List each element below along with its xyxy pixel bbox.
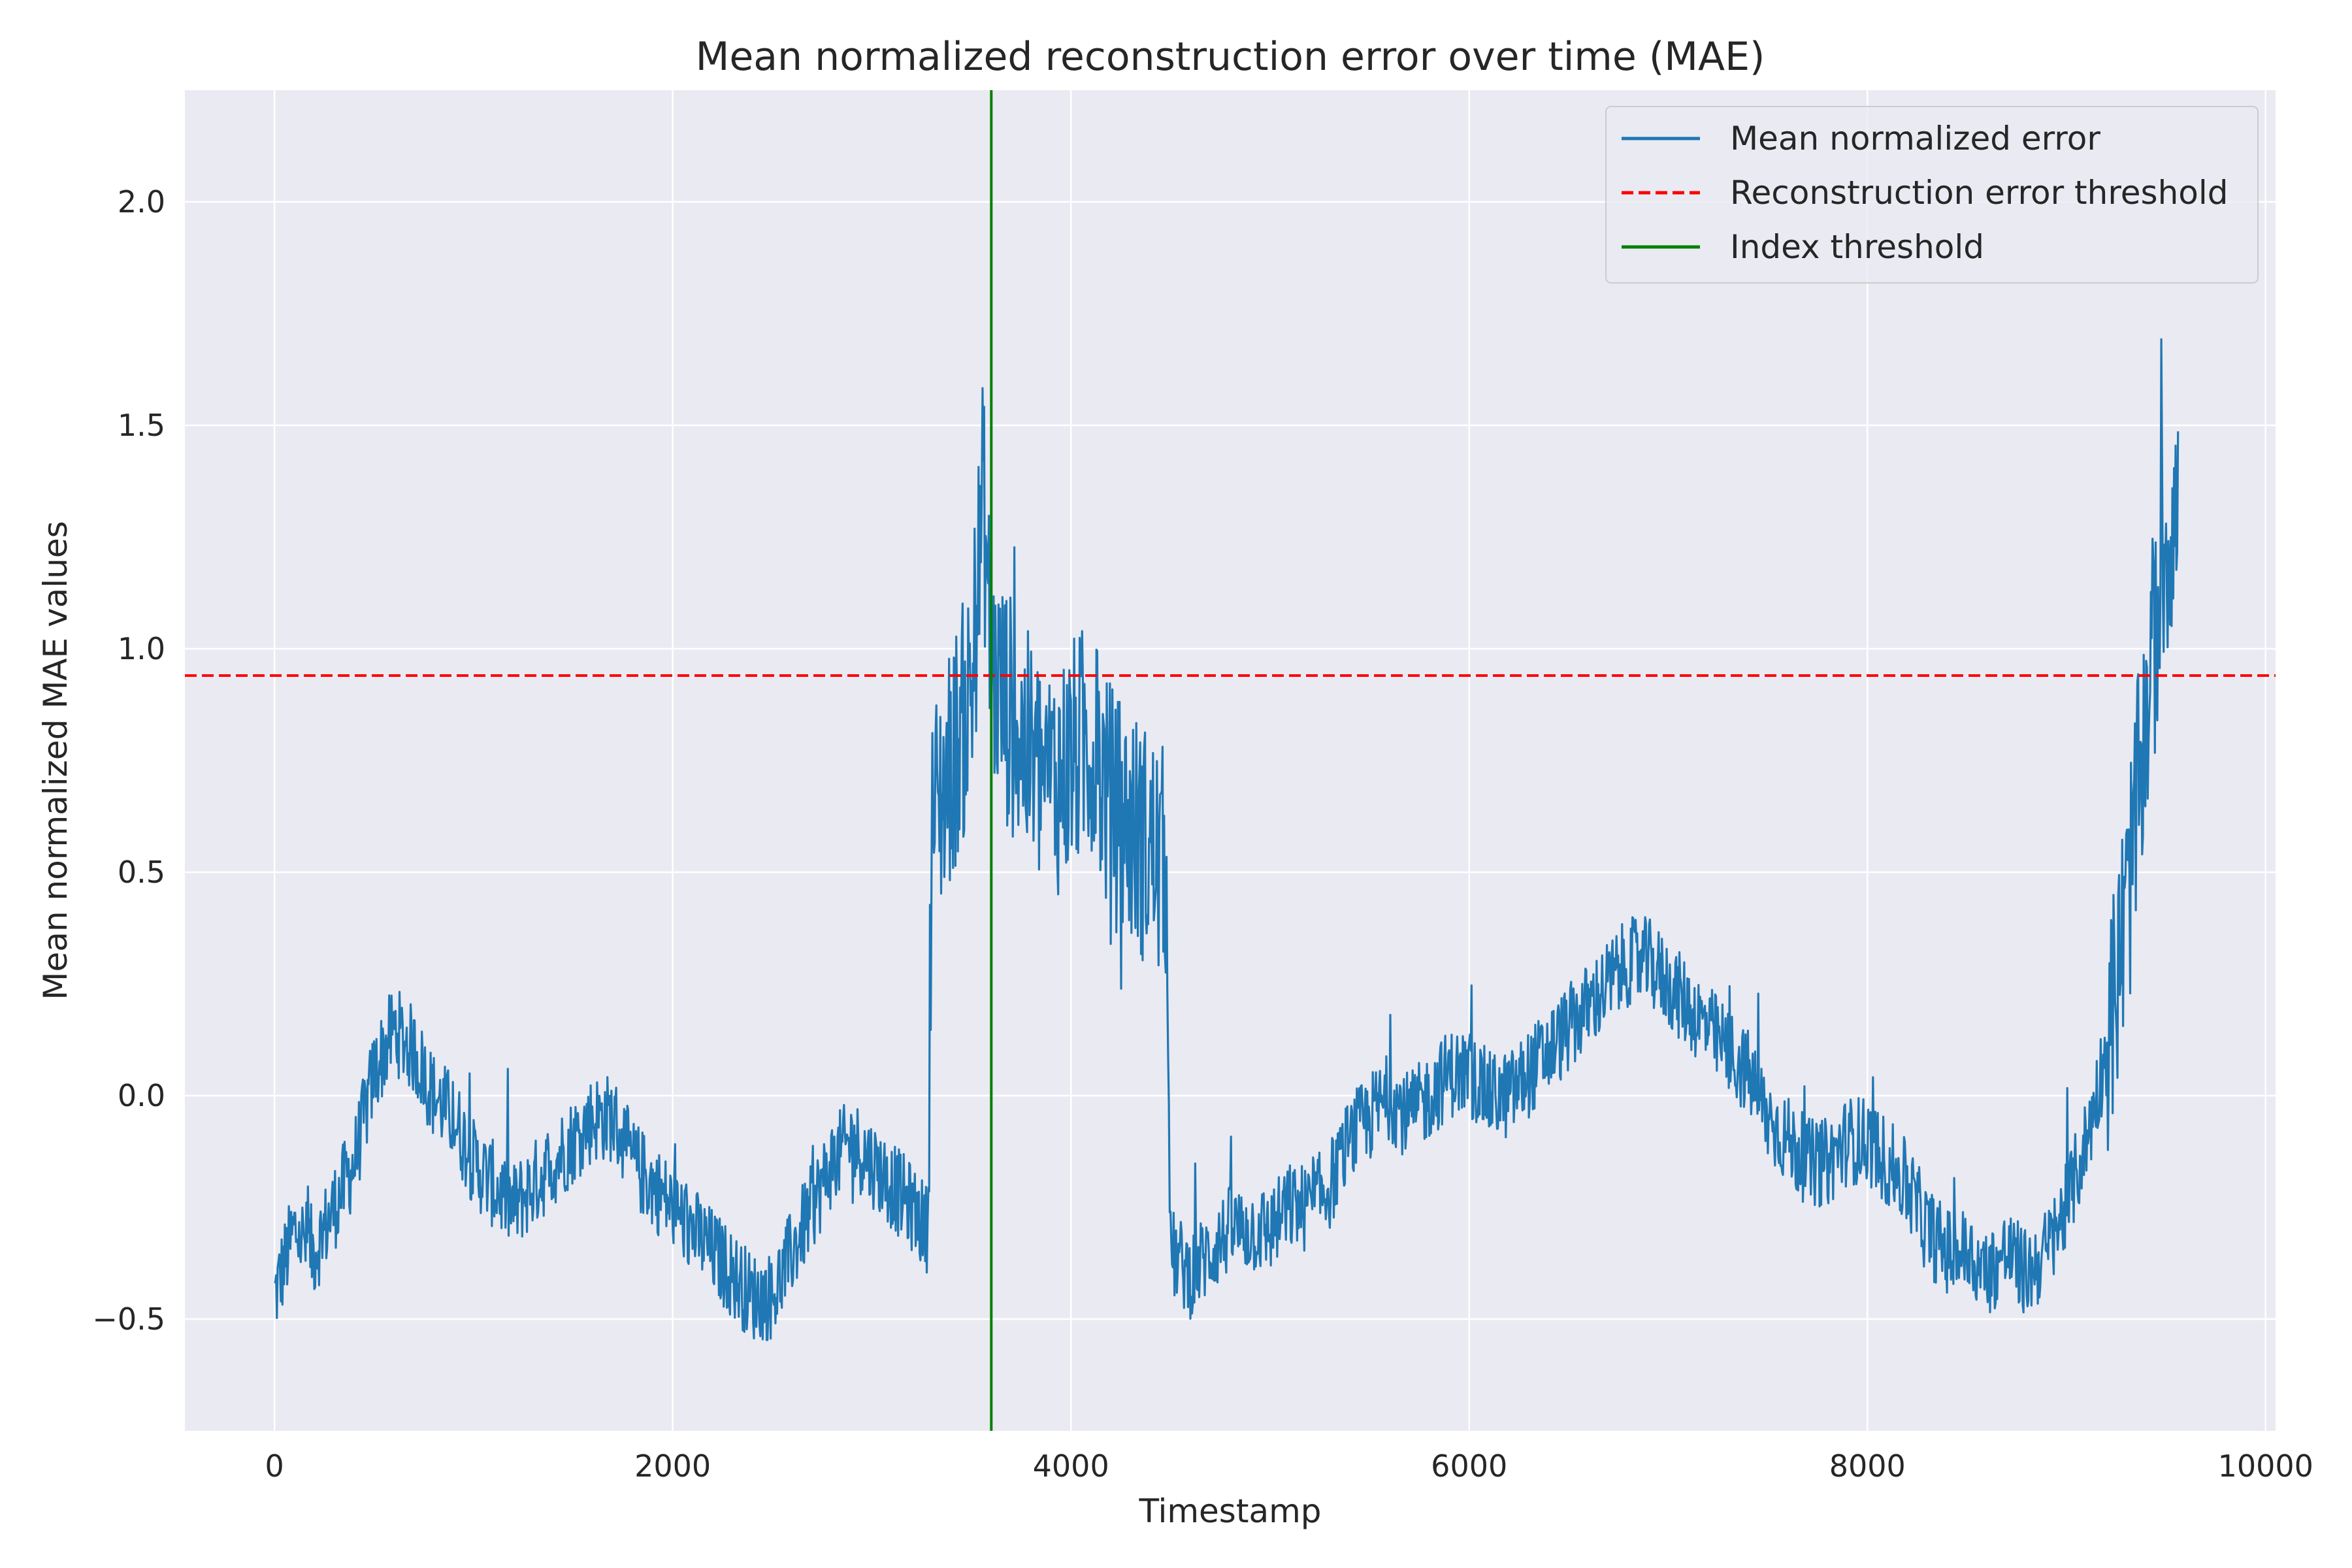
series-line-error (274, 338, 2180, 1341)
y-tick-label: −0.5 (92, 1301, 165, 1337)
x-tick-label: 2000 (634, 1448, 711, 1484)
x-tick-labels: 0 2000 4000 6000 8000 10000 (265, 1448, 2313, 1484)
legend-label-index-threshold: Index threshold (1730, 228, 1984, 266)
chart-title: Mean normalized reconstruction error ove… (696, 34, 1765, 80)
y-tick-label: 1.5 (118, 408, 165, 443)
x-axis-label: Timestamp (1138, 1492, 1321, 1530)
y-axis-label: Mean normalized MAE values (37, 521, 74, 1000)
y-tick-labels: −0.5 0.0 0.5 1.0 1.5 2.0 (92, 184, 165, 1337)
legend-box (1605, 106, 2259, 284)
x-tick-label: 10000 (2218, 1448, 2313, 1484)
x-tick-label: 6000 (1431, 1448, 1507, 1484)
y-tick-label: 0.5 (118, 855, 165, 890)
grid (185, 90, 2276, 1431)
x-tick-label: 8000 (1829, 1448, 1906, 1484)
legend-label-error: Mean normalized error (1730, 120, 2100, 157)
data-layer (185, 90, 2276, 1431)
y-tick-label: 1.0 (118, 631, 165, 666)
y-tick-label: 2.0 (118, 184, 165, 220)
legend: Mean normalized error Reconstruction err… (1605, 106, 2259, 284)
x-tick-label: 4000 (1033, 1448, 1109, 1484)
legend-label-error-threshold: Reconstruction error threshold (1730, 174, 2229, 212)
y-tick-label: 0.0 (118, 1078, 165, 1113)
x-tick-label: 0 (265, 1448, 284, 1484)
